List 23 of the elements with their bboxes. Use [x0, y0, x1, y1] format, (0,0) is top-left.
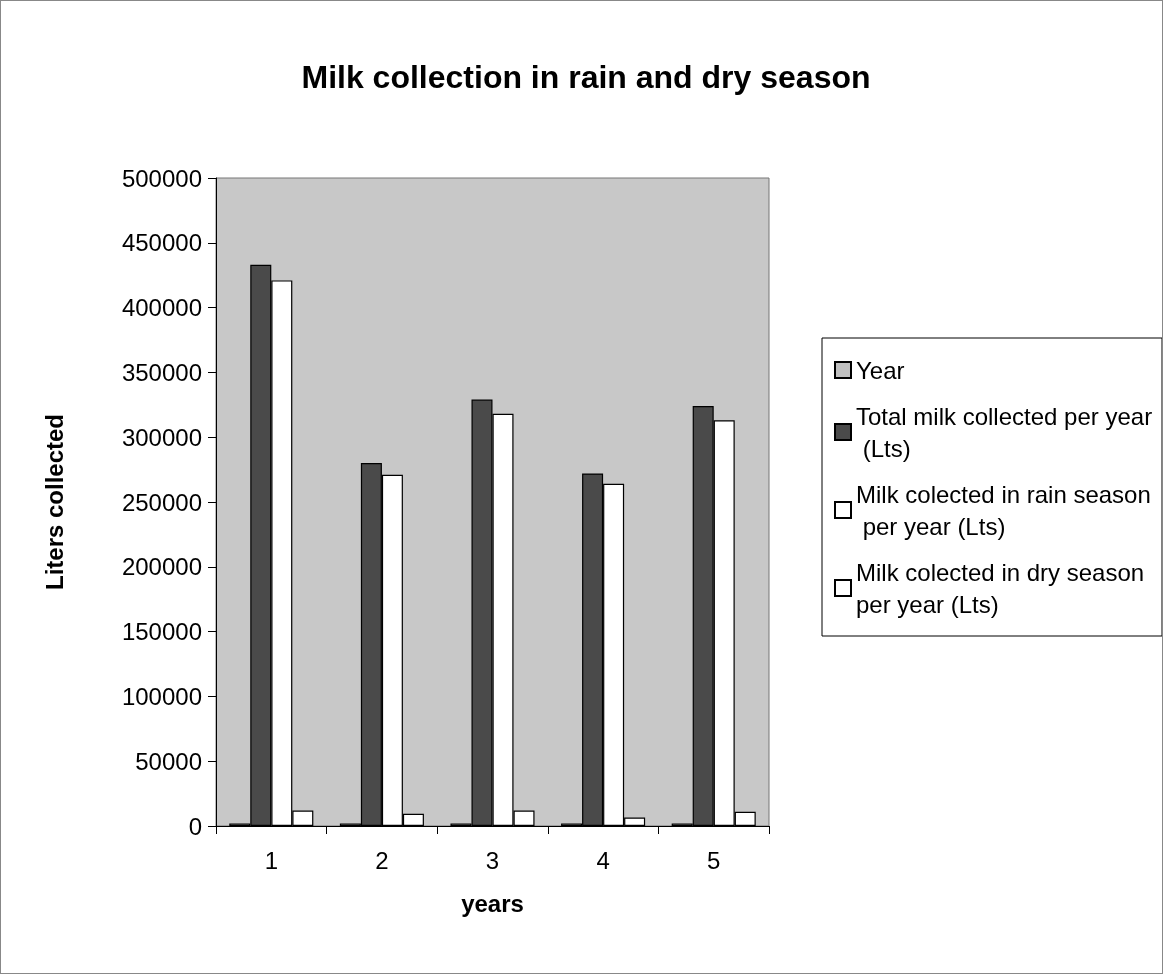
y-tick-label: 300000 — [121, 423, 202, 451]
x-tick-label: 5 — [707, 846, 721, 874]
x-tick-label: 3 — [485, 846, 500, 874]
y-tick-label: 350000 — [121, 358, 202, 386]
x-tick-label: 1 — [264, 846, 278, 874]
y-axis-title: Liters collected — [40, 413, 68, 591]
y-tick-label: 100000 — [121, 682, 202, 710]
y-tick-label: 250000 — [121, 488, 202, 516]
legend-label: Total milk collected per year (Lts) — [856, 402, 1153, 462]
y-tick-label: 500000 — [121, 164, 202, 192]
y-tick-label: 200000 — [121, 553, 202, 581]
x-tick-label: 2 — [375, 846, 389, 874]
y-tick-label: 450000 — [121, 229, 202, 257]
legend-label: Year — [856, 356, 905, 384]
chart-title: Milk collection in rain and dry season — [301, 59, 871, 95]
x-tick-label: 4 — [596, 846, 610, 874]
legend-label: Milk colected in rain season per year (Lts) — [856, 480, 1151, 540]
y-tick-label: 50000 — [135, 747, 202, 775]
y-tick-label: 150000 — [121, 618, 202, 646]
legend-label: Milk colected in dry season per year (Lts) — [856, 558, 1151, 618]
x-axis-title: years — [461, 889, 524, 917]
y-tick-label: 0 — [188, 812, 202, 840]
y-tick-label: 400000 — [121, 294, 202, 322]
